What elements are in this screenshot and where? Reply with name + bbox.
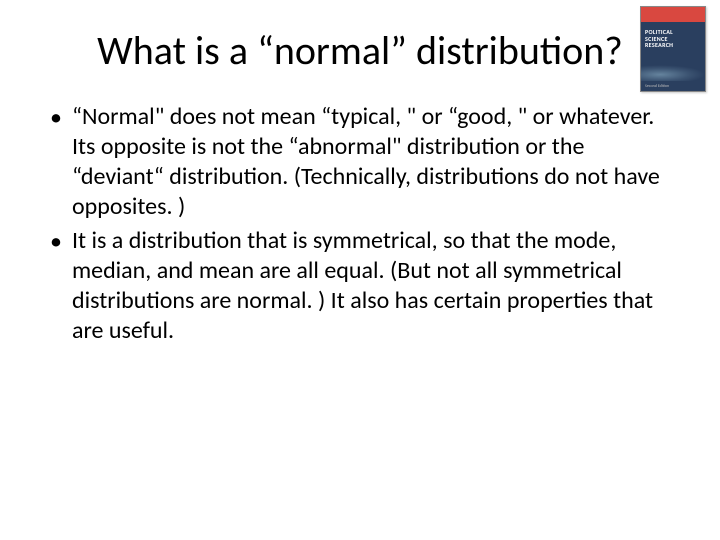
book-title: POLITICAL SCIENCE RESEARCH bbox=[645, 29, 701, 49]
book-edition: Second Edition bbox=[645, 84, 669, 89]
bullet-text: “Normal" does not mean “typical, " or “g… bbox=[72, 102, 680, 222]
bullet-item: • It is a distribution that is symmetric… bbox=[50, 226, 680, 346]
bullet-item: • “Normal" does not mean “typical, " or … bbox=[50, 102, 680, 222]
bullet-marker: • bbox=[50, 102, 62, 133]
book-title-line: RESEARCH bbox=[645, 41, 673, 49]
slide-container: POLITICAL SCIENCE RESEARCH Second Editio… bbox=[0, 0, 720, 540]
slide-content: • “Normal" does not mean “typical, " or … bbox=[40, 102, 680, 346]
bullet-text: It is a distribution that is symmetrical… bbox=[72, 226, 680, 346]
bullet-marker: • bbox=[50, 226, 62, 257]
book-cover-image: POLITICAL SCIENCE RESEARCH Second Editio… bbox=[640, 6, 706, 92]
book-decoration bbox=[641, 65, 705, 81]
slide-title: What is a “normal” distribution? bbox=[40, 28, 680, 74]
